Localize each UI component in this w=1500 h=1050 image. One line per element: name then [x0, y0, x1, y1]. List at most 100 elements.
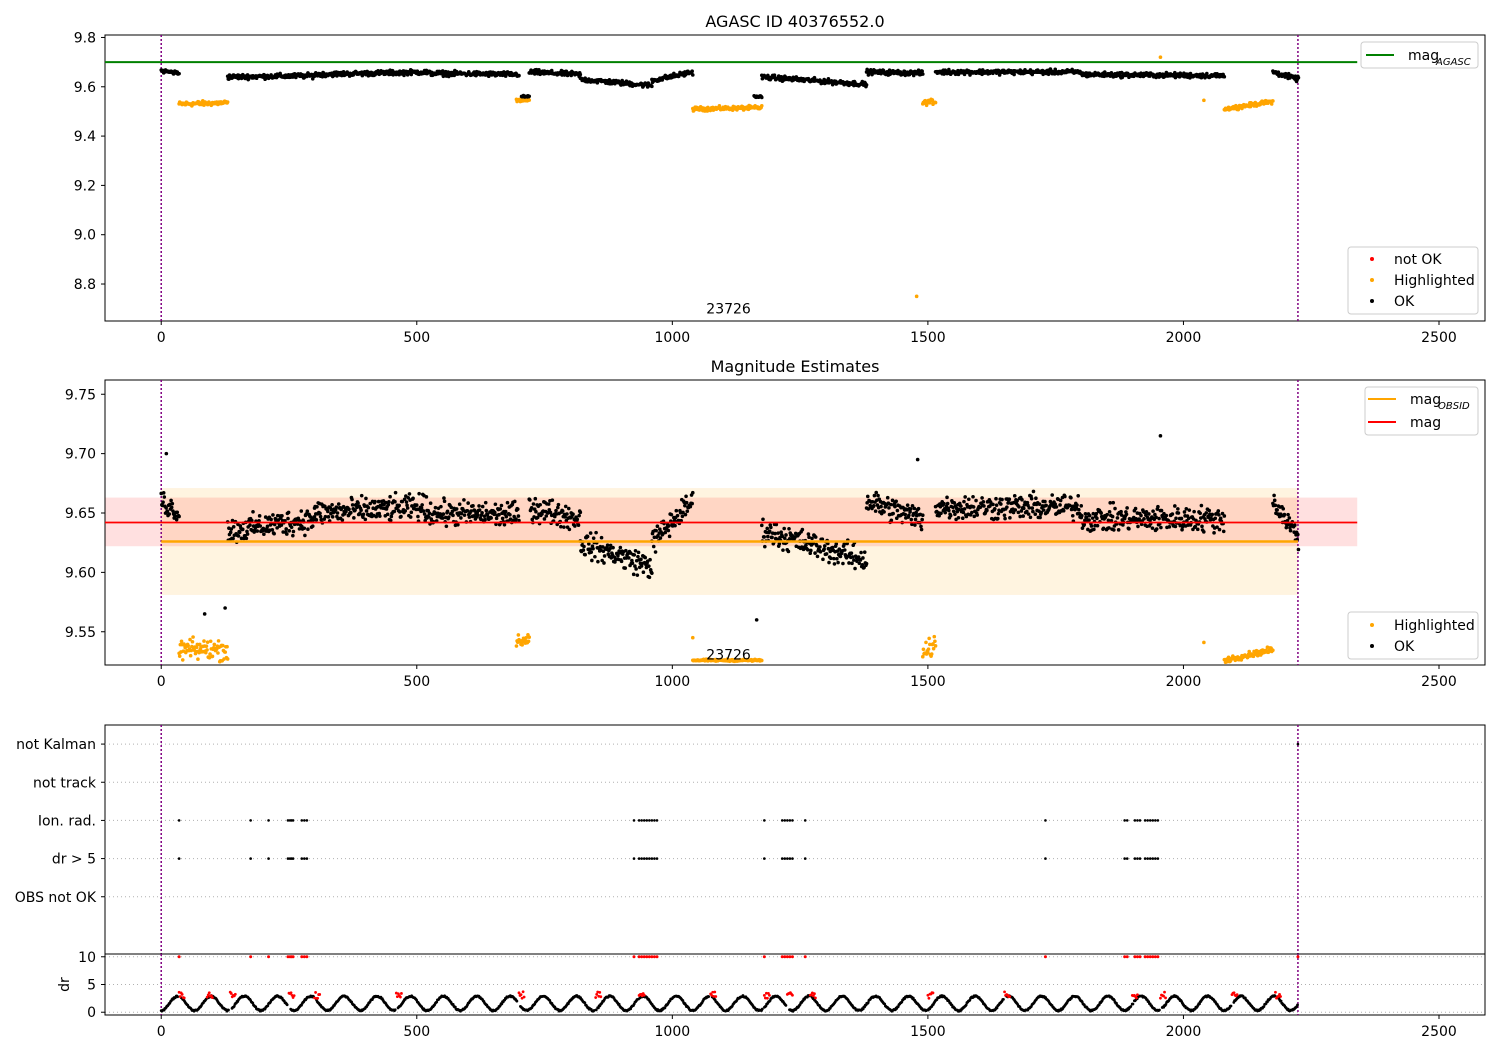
data-point	[516, 633, 521, 637]
data-point	[829, 556, 833, 561]
data-point	[263, 515, 268, 519]
data-point	[1226, 655, 1231, 660]
data-point	[913, 523, 917, 527]
data-point	[688, 504, 693, 509]
data-point	[836, 560, 840, 565]
data-point	[363, 517, 368, 522]
data-point	[627, 556, 631, 560]
data-point	[985, 508, 989, 513]
data-point	[205, 648, 209, 652]
flag-point	[1148, 819, 1152, 822]
data-point	[1107, 509, 1112, 514]
data-point	[477, 504, 481, 508]
data-point	[663, 530, 668, 535]
legend-point-swatch	[1370, 257, 1374, 261]
flag-point	[291, 857, 295, 860]
data-point	[804, 543, 808, 547]
data-point	[962, 507, 967, 511]
data-point	[945, 495, 949, 500]
data-point	[907, 513, 911, 518]
data-point	[669, 512, 674, 517]
data-point	[806, 532, 811, 536]
flag-point	[1133, 819, 1137, 822]
data-point	[636, 550, 641, 555]
data-point	[658, 536, 663, 540]
data-point	[1095, 523, 1100, 528]
y-tick-label: 9.75	[65, 387, 96, 403]
data-point	[352, 516, 356, 520]
data-point	[865, 494, 870, 499]
data-point	[389, 514, 394, 519]
data-point	[842, 548, 847, 552]
data-point	[591, 546, 595, 551]
data-point	[636, 554, 640, 559]
data-point	[981, 500, 986, 504]
data-point	[1127, 527, 1131, 531]
flag-point	[1136, 857, 1139, 860]
data-point	[781, 548, 785, 552]
data-point	[611, 545, 615, 550]
data-point	[1271, 648, 1275, 653]
data-point	[170, 501, 175, 506]
data-point	[314, 518, 319, 522]
data-point	[1095, 516, 1099, 521]
data-point	[578, 510, 583, 515]
data-point	[422, 512, 427, 516]
data-point	[813, 551, 817, 555]
data-point	[161, 491, 166, 495]
data-point	[393, 490, 398, 495]
y-tick-label: 9.0	[74, 228, 96, 244]
data-point	[619, 559, 624, 564]
data-point	[188, 637, 192, 642]
data-point	[424, 495, 429, 499]
data-point	[928, 642, 932, 647]
data-point	[497, 512, 501, 517]
data-point	[1084, 515, 1089, 520]
data-point	[932, 634, 937, 639]
data-point	[485, 512, 490, 517]
data-point	[889, 518, 894, 523]
data-point	[471, 504, 475, 508]
data-point	[1033, 512, 1038, 517]
data-point	[1124, 512, 1129, 517]
data-point	[1012, 72, 1016, 77]
data-point	[318, 511, 322, 516]
data-point	[210, 654, 215, 659]
data-point	[559, 524, 563, 529]
data-point	[538, 502, 542, 507]
data-point	[1115, 516, 1120, 520]
dr-point	[176, 995, 180, 999]
data-point	[552, 514, 557, 519]
data-point	[1157, 516, 1161, 521]
data-point	[633, 564, 637, 568]
data-point	[517, 73, 521, 78]
data-point	[1199, 503, 1204, 508]
dr-point	[285, 1003, 289, 1007]
data-point	[930, 98, 935, 102]
data-point	[280, 513, 284, 518]
data-point	[223, 650, 228, 654]
data-point	[1180, 524, 1185, 529]
data-point	[1061, 508, 1066, 513]
data-point	[291, 533, 295, 538]
flag-point	[1296, 742, 1300, 746]
data-point	[873, 509, 878, 513]
data-point	[527, 98, 532, 102]
data-point	[423, 518, 427, 523]
data-point	[164, 506, 168, 510]
data-point	[414, 503, 419, 507]
data-point	[959, 504, 963, 508]
data-point	[1296, 75, 1301, 80]
data-point	[759, 523, 764, 528]
data-point	[451, 513, 455, 518]
data-point	[674, 508, 679, 513]
data-point	[841, 561, 845, 566]
x-tick-label: 2000	[1166, 330, 1202, 346]
data-point	[762, 535, 767, 539]
data-point	[476, 513, 480, 517]
data-point	[202, 639, 206, 643]
data-point	[763, 544, 767, 549]
data-point	[826, 546, 831, 551]
data-point	[204, 644, 209, 648]
